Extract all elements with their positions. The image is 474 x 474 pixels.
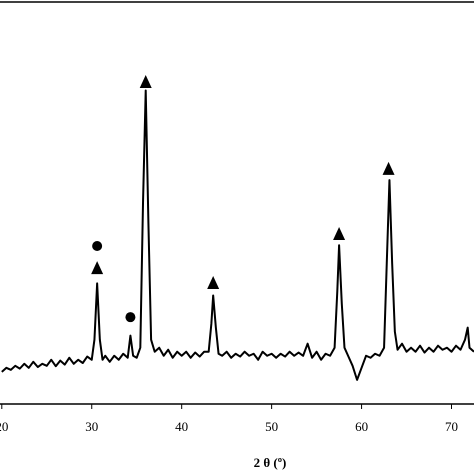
circle-marker: [125, 312, 136, 323]
circle-marker: [92, 241, 103, 252]
x-tick-label: 70: [445, 419, 458, 434]
pattern-line: [1, 89, 474, 381]
x-tick-label: 50: [265, 419, 278, 434]
x-tick-label: 60: [355, 419, 368, 434]
triangle-marker: [382, 161, 395, 175]
x-tick-label: 30: [85, 419, 98, 434]
x-axis-label: 2 θ (º): [254, 455, 287, 470]
triangle-marker: [139, 74, 152, 88]
triangle-marker: [207, 275, 220, 289]
triangle-marker: [333, 226, 346, 240]
x-tick-label: 40: [175, 419, 188, 434]
triangle-marker: [91, 261, 104, 275]
x-tick-label: 20: [0, 419, 8, 434]
